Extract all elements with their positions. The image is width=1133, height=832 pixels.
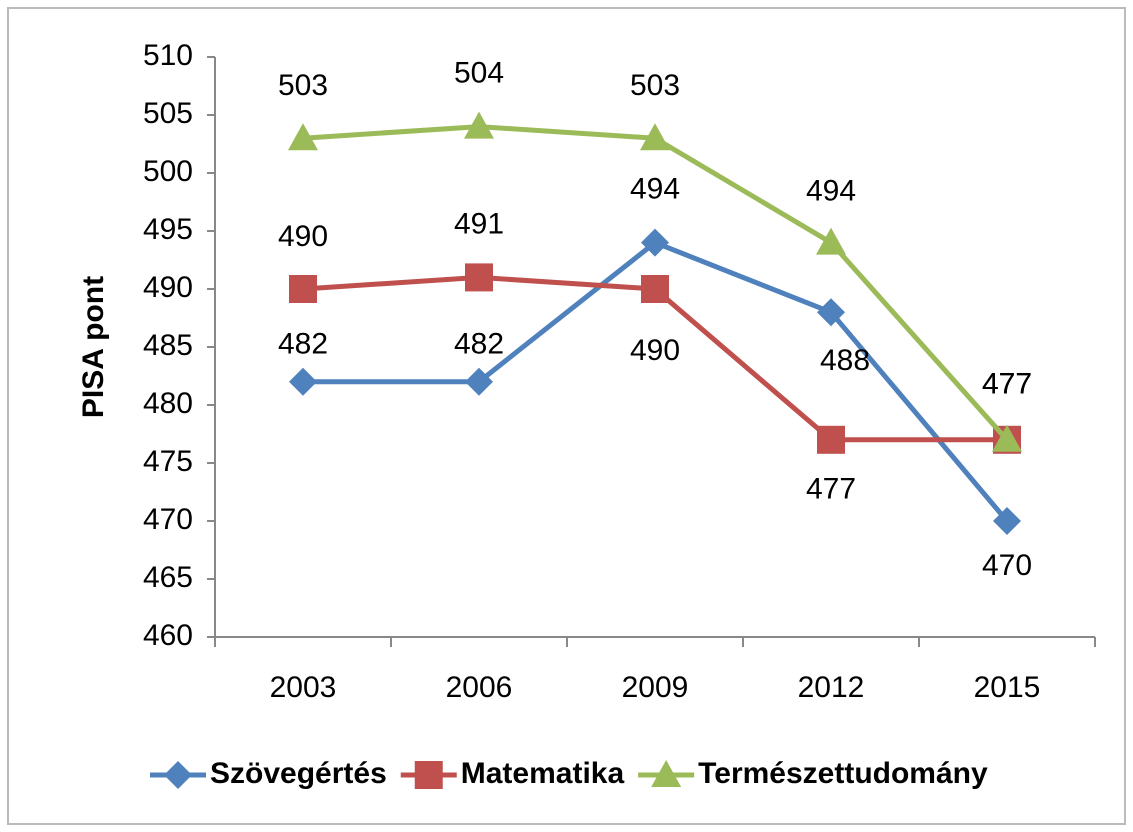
- legend-label: Természettudomány: [698, 757, 988, 790]
- data-label: 490: [278, 220, 328, 253]
- legend-label: Matematika: [461, 757, 625, 790]
- data-marker: [816, 227, 846, 255]
- data-marker: [817, 425, 845, 454]
- data-marker: [817, 298, 845, 327]
- x-tick-label: 2012: [798, 671, 865, 704]
- legend-marker: [164, 761, 192, 789]
- data-label: 482: [454, 328, 504, 361]
- data-label: 482: [278, 328, 328, 361]
- y-tick-label: 495: [143, 213, 193, 246]
- data-marker: [641, 275, 669, 303]
- y-tick-label: 475: [143, 445, 193, 478]
- data-marker: [288, 123, 318, 151]
- legend-label: Szövegértés: [210, 757, 387, 790]
- data-marker: [464, 111, 494, 139]
- x-tick-label: 2006: [446, 671, 513, 704]
- data-label: 503: [278, 69, 328, 102]
- data-label: 503: [630, 69, 680, 102]
- y-axis-label: PISA pont: [77, 276, 110, 418]
- data-marker: [640, 123, 670, 151]
- data-label: 491: [454, 207, 504, 240]
- y-tick-label: 460: [143, 619, 193, 652]
- y-tick-label: 500: [143, 155, 193, 188]
- x-tick-label: 2009: [622, 671, 689, 704]
- legend-marker: [414, 761, 443, 789]
- y-tick-label: 485: [143, 329, 193, 362]
- data-label: 490: [630, 334, 680, 367]
- chart-frame: [7, 7, 1126, 825]
- data-label: 470: [982, 549, 1032, 582]
- data-marker: [641, 228, 669, 257]
- y-tick-label: 480: [143, 387, 193, 420]
- data-label: 488: [820, 344, 870, 377]
- data-label: 477: [806, 473, 856, 506]
- x-tick-label: 2003: [270, 671, 337, 704]
- data-marker: [993, 507, 1021, 535]
- data-label: 494: [806, 175, 856, 208]
- data-label: 477: [982, 368, 1032, 401]
- data-marker: [465, 367, 493, 396]
- y-tick-label: 470: [143, 503, 193, 536]
- data-label: 504: [454, 57, 504, 90]
- data-marker: [992, 424, 1022, 452]
- data-label: 494: [630, 173, 680, 206]
- data-marker: [289, 275, 317, 303]
- x-tick-label: 2015: [974, 671, 1041, 704]
- y-tick-label: 465: [143, 561, 193, 594]
- y-tick-label: 490: [143, 271, 193, 304]
- y-tick-label: 505: [143, 97, 193, 130]
- legend-marker: [651, 760, 682, 787]
- data-label: 477: [982, 368, 1032, 401]
- data-marker: [465, 263, 493, 292]
- y-tick-label: 510: [143, 39, 193, 72]
- data-marker: [289, 367, 317, 396]
